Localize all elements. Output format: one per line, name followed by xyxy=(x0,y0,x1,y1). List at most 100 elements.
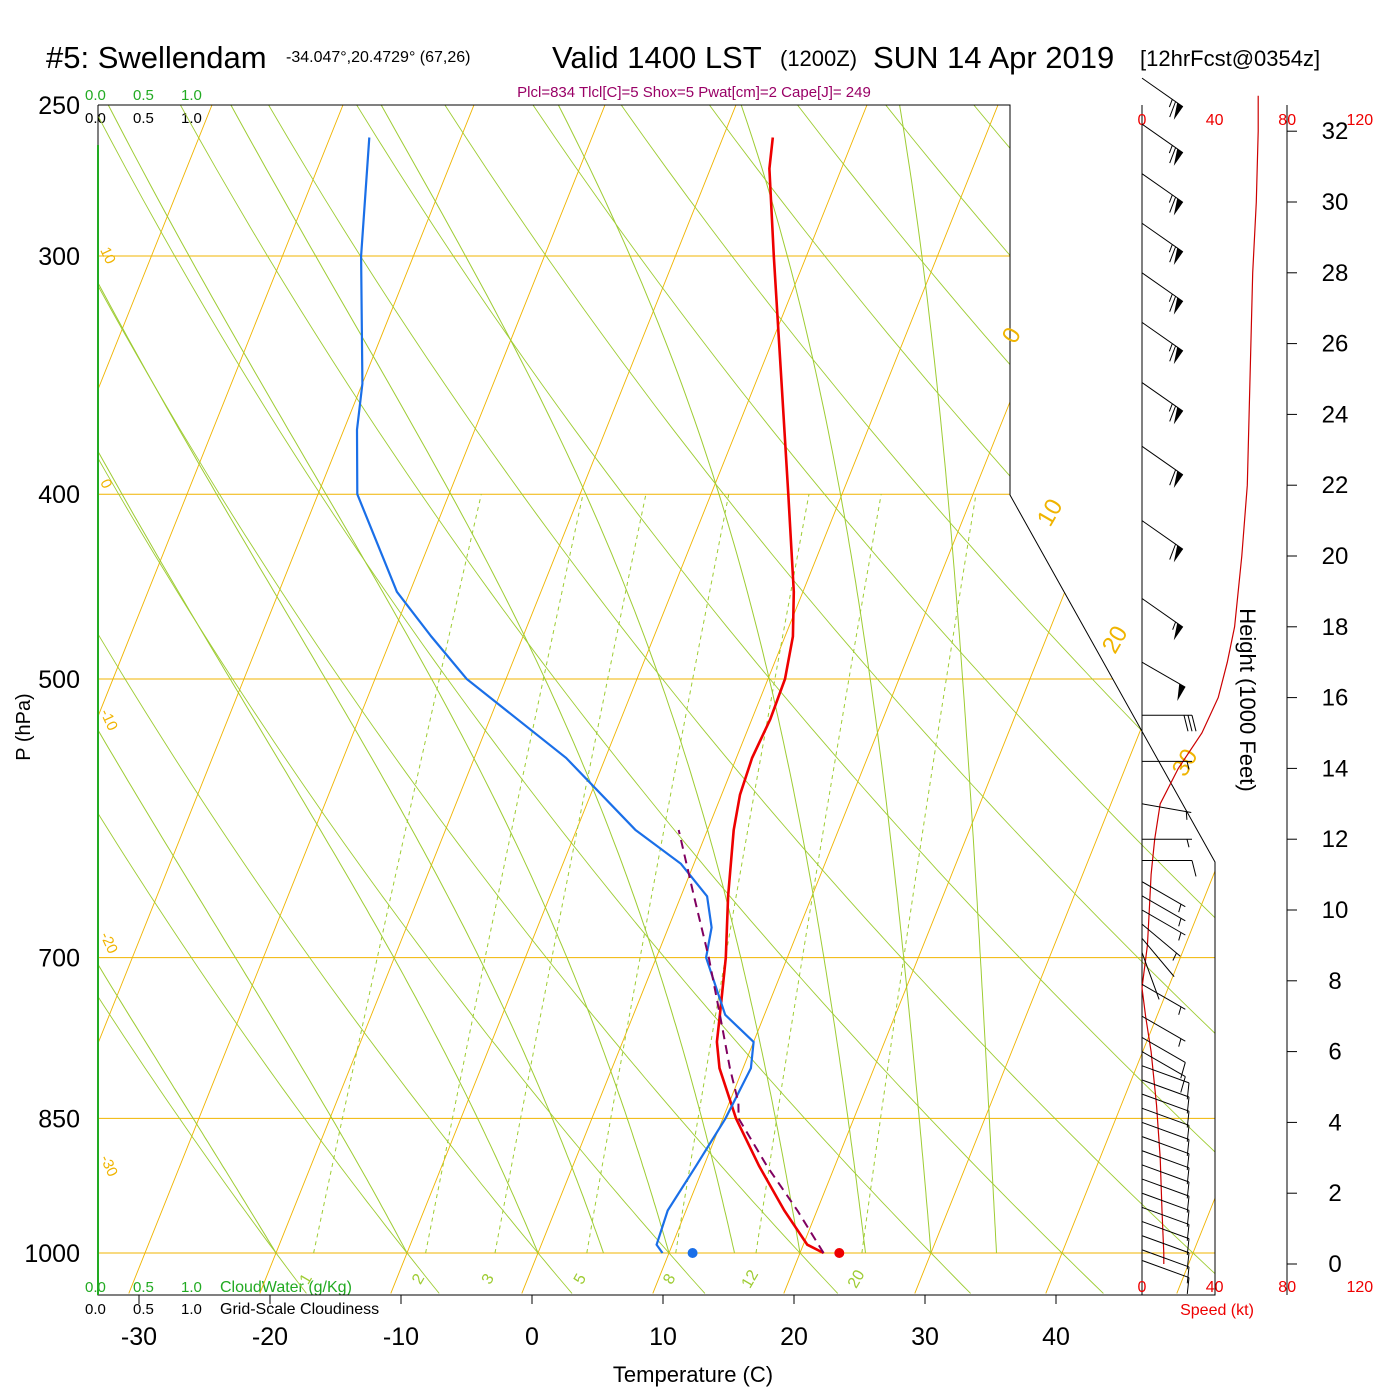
barb-staff xyxy=(1141,803,1192,813)
isotherm-line xyxy=(259,105,811,1294)
dry-adiabat xyxy=(662,105,1215,1294)
barb-flag xyxy=(1173,623,1183,641)
barb-staff xyxy=(1141,661,1186,688)
mixing-ratio-label: 8 xyxy=(660,1271,679,1287)
wind-barb xyxy=(1141,1037,1186,1079)
isotherm-label: 20 xyxy=(1097,621,1134,658)
barb-half-feather xyxy=(1178,904,1182,913)
barb-feather xyxy=(1186,1167,1190,1185)
temp-tick-label: 10 xyxy=(649,1323,677,1351)
pressure-tick-label: 300 xyxy=(38,243,80,271)
barb-feather xyxy=(1186,1266,1190,1284)
mixing-ratio-line xyxy=(494,494,647,1254)
barb-staff xyxy=(1141,1178,1190,1197)
wind-barb xyxy=(1141,173,1184,216)
barb-feather xyxy=(1186,1196,1190,1213)
barb-flag xyxy=(1173,102,1183,120)
wind-barb xyxy=(1141,222,1184,266)
cloudwater-tick: 0.5 xyxy=(133,87,154,104)
station-coords: -34.047°,20.4729° (67,26) xyxy=(286,49,470,66)
dry-adiabat xyxy=(745,105,1215,1294)
barb-feather xyxy=(1186,1238,1190,1256)
barb-staff xyxy=(1141,77,1184,108)
height-tick-label: 8 xyxy=(1328,968,1341,995)
wind-barb xyxy=(1141,1136,1190,1171)
wind-barb xyxy=(1141,895,1186,927)
barb-feather xyxy=(1186,1153,1190,1171)
height-tick-label: 30 xyxy=(1322,189,1349,216)
speed-tick-top: 40 xyxy=(1206,112,1224,129)
station-title: #5: Swellendam xyxy=(46,40,267,75)
barb-feather xyxy=(1186,1210,1190,1227)
barb-feather xyxy=(1169,246,1177,263)
barb-staff xyxy=(1141,321,1184,352)
speed-tick-bottom: 40 xyxy=(1206,1279,1224,1296)
dry-adiabat xyxy=(249,105,1215,1294)
wind-barb xyxy=(1141,1235,1190,1270)
wind-barb xyxy=(1141,1079,1190,1114)
zulu-time: (1200Z) xyxy=(780,46,857,71)
barb-flag xyxy=(1173,297,1183,315)
barb-flag xyxy=(1173,545,1183,563)
moist-adiabat xyxy=(154,105,735,1254)
isotherm-line xyxy=(98,105,418,1294)
height-tick-label: 14 xyxy=(1322,755,1349,782)
height-tick-label: 4 xyxy=(1328,1109,1341,1136)
dry-adiabat xyxy=(414,105,1215,1294)
barb-feather xyxy=(1186,1111,1190,1128)
barb-staff xyxy=(1141,1221,1190,1240)
wind-barb xyxy=(1141,123,1184,166)
barb-staff xyxy=(1141,1015,1186,1042)
barb-feather xyxy=(1187,715,1193,732)
barb-staff xyxy=(1141,1051,1186,1078)
barb-feather xyxy=(1186,1082,1190,1100)
pressure-tick-label: 400 xyxy=(38,481,80,509)
barb-staff xyxy=(1141,1192,1190,1211)
barb-feather xyxy=(1186,1139,1190,1156)
mixing-ratio-line xyxy=(313,494,482,1254)
isotherm-line xyxy=(98,105,549,1294)
height-tick-label: 28 xyxy=(1322,260,1349,287)
speed-tick-top: 120 xyxy=(1346,112,1373,129)
barb-feather xyxy=(1186,1181,1190,1199)
wind-barb xyxy=(1141,1192,1190,1227)
cloudiness-label: Grid-Scale Cloudiness xyxy=(220,1301,379,1318)
barb-half-feather xyxy=(1168,343,1173,352)
isotherm-line xyxy=(1176,105,1215,1294)
height-tick-label: 2 xyxy=(1328,1180,1341,1207)
forecast-label: [12hrFcst@0354z] xyxy=(1140,46,1320,71)
barb-staff xyxy=(1141,983,1186,1010)
barb-staff xyxy=(1141,123,1184,154)
wind-barb xyxy=(1141,1015,1186,1047)
wind-barb xyxy=(1142,760,1192,770)
barb-flag xyxy=(1173,407,1183,425)
barb-staff xyxy=(1141,881,1186,908)
barb-staff xyxy=(1141,1136,1190,1155)
barb-feather xyxy=(1169,543,1177,560)
barb-staff xyxy=(1141,445,1184,476)
height-tick-label: 32 xyxy=(1322,118,1349,145)
isotherm-line xyxy=(128,105,680,1294)
wind-barb xyxy=(1141,1259,1190,1295)
dry-adiabat xyxy=(98,105,307,1294)
x-axis-title: Temperature (C) xyxy=(613,1362,773,1387)
wind-barb xyxy=(1141,1150,1190,1185)
wind-panel: 0040408080120120024681012141618202224262… xyxy=(1138,77,1373,1296)
mixing-ratio-label: 20 xyxy=(845,1267,869,1291)
barb-staff xyxy=(1141,1235,1190,1254)
barb-staff xyxy=(1141,1206,1190,1225)
dry-adiabat xyxy=(98,105,440,1294)
plot-frame xyxy=(97,104,1216,1296)
barb-staff xyxy=(1141,1150,1190,1169)
height-tick-label: 18 xyxy=(1322,614,1349,641)
pressure-tick-label: 700 xyxy=(38,945,80,973)
thermo-background xyxy=(98,105,1215,1294)
height-axis-title: Height (1000 Feet) xyxy=(1235,608,1260,791)
isotherm-label: 0 xyxy=(96,477,115,492)
valid-time: Valid 1400 LST xyxy=(552,40,762,75)
plot-border xyxy=(97,104,1216,1296)
isotherm-label: 30 xyxy=(1167,744,1204,781)
